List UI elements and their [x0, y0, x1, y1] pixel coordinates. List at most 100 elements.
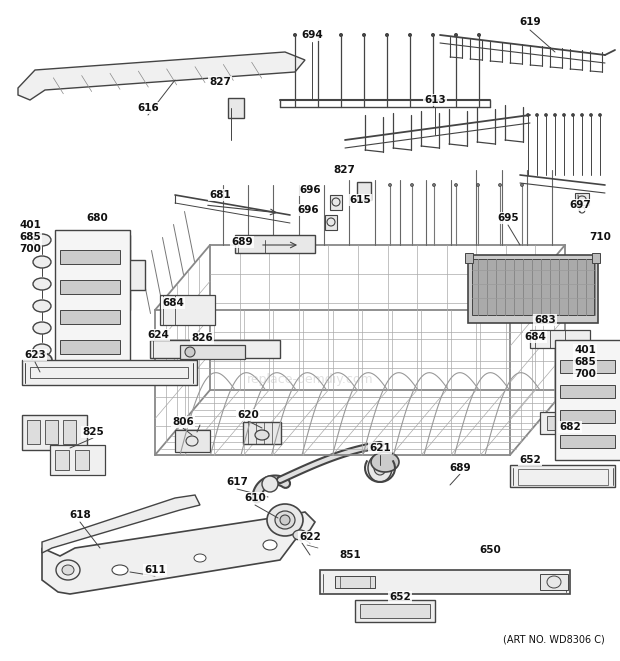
Bar [540, 574, 568, 590]
Text: 401: 401 [19, 220, 41, 230]
Bar [468, 255, 598, 323]
Bar [560, 435, 615, 448]
Text: 825: 825 [82, 427, 104, 437]
Bar [180, 345, 245, 359]
Ellipse shape [589, 409, 607, 421]
Ellipse shape [562, 114, 565, 116]
Ellipse shape [316, 34, 319, 36]
Ellipse shape [185, 347, 195, 357]
Text: 851: 851 [339, 550, 361, 560]
Text: 684: 684 [524, 332, 546, 342]
Ellipse shape [112, 565, 128, 575]
Bar [563, 416, 573, 430]
Bar [595, 416, 605, 430]
Text: 401: 401 [574, 345, 596, 355]
Ellipse shape [340, 34, 342, 36]
Bar [360, 604, 430, 618]
Text: (ART NO. WD8306 C): (ART NO. WD8306 C) [503, 635, 605, 645]
Bar [560, 385, 615, 398]
Text: 611: 611 [144, 565, 166, 575]
Bar [592, 253, 600, 263]
Bar [540, 412, 615, 434]
Bar [60, 340, 120, 354]
Bar [579, 416, 589, 430]
Text: 684: 684 [162, 298, 184, 308]
Ellipse shape [275, 511, 295, 529]
Text: 827: 827 [209, 77, 231, 87]
Ellipse shape [62, 565, 74, 575]
Bar [22, 415, 87, 450]
Bar [330, 195, 342, 210]
Ellipse shape [363, 34, 366, 36]
Bar [320, 570, 570, 594]
Text: 696: 696 [297, 205, 319, 215]
Ellipse shape [572, 114, 575, 116]
Text: 621: 621 [369, 443, 391, 453]
Bar [150, 340, 280, 358]
Bar [465, 253, 473, 263]
Text: 700: 700 [19, 244, 41, 254]
Ellipse shape [33, 344, 51, 356]
Ellipse shape [410, 184, 414, 186]
Text: 619: 619 [519, 17, 541, 27]
Ellipse shape [589, 349, 607, 361]
Bar [560, 410, 615, 423]
Ellipse shape [293, 530, 307, 540]
Bar [90, 255, 110, 277]
Text: 697: 697 [569, 200, 591, 210]
Text: 694: 694 [301, 30, 323, 40]
Ellipse shape [598, 114, 601, 116]
Bar [27, 420, 40, 444]
Bar [45, 420, 58, 444]
Text: 700: 700 [574, 369, 596, 379]
Text: 622: 622 [299, 532, 321, 542]
Ellipse shape [280, 515, 290, 525]
Ellipse shape [194, 554, 206, 562]
Text: 650: 650 [479, 545, 501, 555]
Bar [530, 330, 590, 348]
Ellipse shape [263, 540, 277, 550]
Bar [60, 250, 120, 264]
Ellipse shape [433, 184, 435, 186]
Ellipse shape [33, 256, 51, 268]
Text: 689: 689 [449, 463, 471, 473]
Text: 652: 652 [519, 455, 541, 465]
Bar [50, 445, 105, 475]
Text: 680: 680 [86, 213, 108, 223]
Bar [55, 230, 130, 375]
Bar [472, 259, 594, 315]
Ellipse shape [544, 114, 547, 116]
Ellipse shape [536, 114, 539, 116]
Bar [547, 416, 557, 430]
Polygon shape [42, 512, 315, 594]
Bar [63, 420, 76, 444]
Bar [510, 465, 615, 487]
Text: 615: 615 [349, 195, 371, 205]
Ellipse shape [293, 34, 296, 36]
Text: 827: 827 [333, 165, 355, 175]
Ellipse shape [590, 114, 593, 116]
Ellipse shape [521, 184, 523, 186]
Text: 685: 685 [574, 357, 596, 367]
Ellipse shape [368, 454, 392, 482]
Text: 610: 610 [244, 493, 266, 503]
Text: replace-oemdiy.com: replace-oemdiy.com [247, 373, 373, 387]
Bar [75, 450, 89, 470]
Text: 620: 620 [237, 410, 259, 420]
Bar [355, 600, 435, 622]
Text: 681: 681 [209, 190, 231, 200]
Text: 683: 683 [534, 315, 556, 325]
Text: 617: 617 [226, 477, 248, 487]
Ellipse shape [554, 114, 557, 116]
Bar [555, 340, 620, 460]
Text: 618: 618 [69, 510, 91, 520]
Text: 616: 616 [137, 103, 159, 113]
Text: 624: 624 [147, 330, 169, 340]
Ellipse shape [32, 353, 52, 367]
Ellipse shape [589, 369, 607, 381]
Ellipse shape [33, 278, 51, 290]
Polygon shape [42, 495, 200, 553]
Ellipse shape [454, 34, 458, 36]
Bar [228, 98, 244, 118]
Text: 652: 652 [389, 592, 411, 602]
